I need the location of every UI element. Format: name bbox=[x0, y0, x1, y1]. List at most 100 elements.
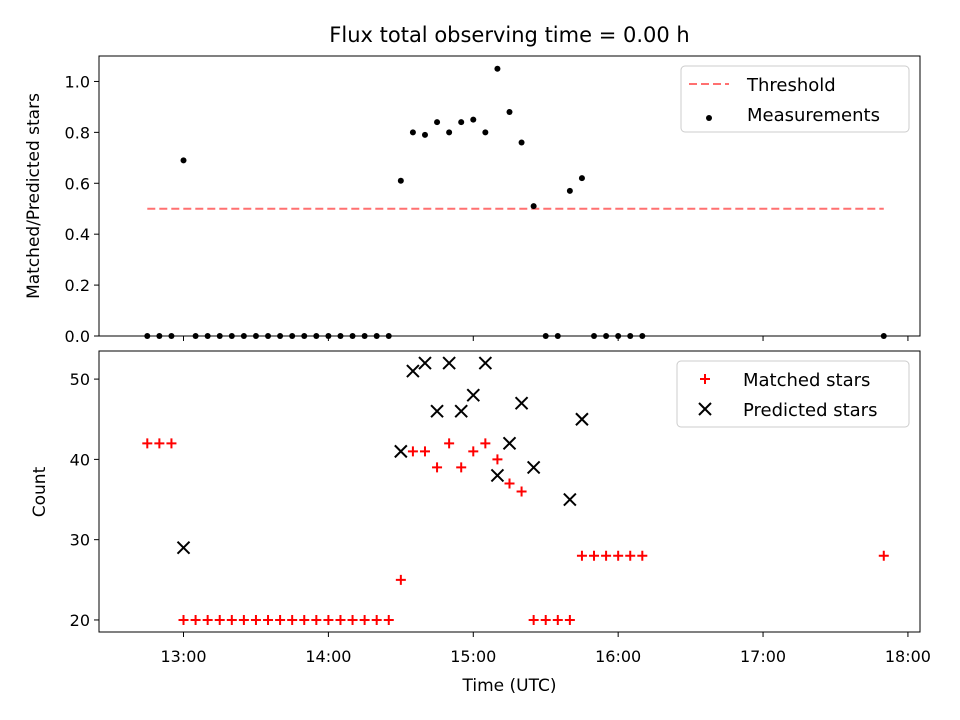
measurement-point bbox=[482, 129, 489, 136]
legend-matched-swatch bbox=[700, 374, 710, 384]
matched-stars-point bbox=[299, 614, 310, 625]
matched-stars-point bbox=[214, 614, 225, 625]
matched-stars-point bbox=[625, 550, 636, 561]
top-legend: Threshold Measurements bbox=[680, 65, 910, 133]
predicted-stars-point bbox=[176, 540, 191, 555]
matched-stars-point bbox=[589, 550, 600, 561]
predicted-stars-point bbox=[502, 436, 517, 451]
bottom-panel: 20 30 40 50 13:00 14:00 15:00 16:00 17:00 18:00 Ma… bbox=[70, 350, 931, 666]
matched-stars-point bbox=[601, 550, 612, 561]
matched-stars-point bbox=[564, 614, 575, 625]
measurement-point bbox=[494, 65, 501, 72]
predicted-stars-point bbox=[514, 396, 529, 410]
matched-stars-point bbox=[178, 614, 189, 625]
legend-entry-label: Predicted stars bbox=[743, 400, 877, 421]
matched-stars-point bbox=[878, 550, 889, 561]
bottom-y-tick-label: 30 bbox=[70, 531, 90, 550]
matched-stars-point bbox=[516, 486, 527, 497]
top-legend-box bbox=[680, 65, 910, 133]
matched-stars-point bbox=[335, 614, 346, 625]
x-tick-label: 17:00 bbox=[740, 647, 786, 666]
matched-stars-point bbox=[238, 614, 249, 625]
matched-stars-point bbox=[613, 550, 624, 561]
legend-predicted-swatch bbox=[698, 402, 712, 416]
top-y-tick-label: 0.8 bbox=[65, 123, 90, 142]
measurement-point bbox=[421, 131, 428, 138]
bottom-legend: Matched stars Predicted stars bbox=[676, 360, 910, 428]
bottom-y-tick-label: 50 bbox=[70, 370, 90, 389]
measurement-point bbox=[180, 157, 187, 164]
measurement-point bbox=[518, 139, 525, 146]
matched-stars-point bbox=[504, 478, 515, 489]
legend-entry-label: Matched stars bbox=[743, 370, 870, 391]
chart-title: Flux total observing time = 0.00 h bbox=[329, 23, 689, 47]
matched-stars-point bbox=[540, 614, 551, 625]
top-panel: 0.0 0.2 0.4 0.6 0.8 1.0 Threshold Measurements bbox=[65, 55, 921, 346]
legend-entry-label: Threshold bbox=[746, 75, 836, 96]
predicted-stars-point bbox=[430, 404, 444, 418]
legend-measurements-swatch bbox=[706, 115, 712, 121]
predicted-stars-point bbox=[478, 356, 493, 370]
matched-stars-point bbox=[444, 438, 455, 449]
matched-stars-point bbox=[311, 614, 322, 625]
top-plot-frame bbox=[98, 55, 921, 337]
matched-stars-point bbox=[202, 614, 213, 625]
matched-stars-point bbox=[528, 614, 539, 625]
matched-stars-point bbox=[263, 614, 274, 625]
predicted-stars-point bbox=[442, 356, 456, 370]
matched-stars-point bbox=[287, 614, 298, 625]
matched-stars-point bbox=[142, 438, 153, 449]
measurement-point bbox=[397, 177, 404, 184]
measurement-point bbox=[578, 175, 585, 182]
matched-stars-point bbox=[395, 574, 406, 585]
predicted-stars-point bbox=[418, 356, 432, 370]
x-tick-label: 13:00 bbox=[160, 647, 206, 666]
top-y-tick-label: 1.0 bbox=[65, 72, 90, 91]
top-y-axis-label: Matched/Predicted stars bbox=[24, 93, 44, 299]
bottom-y-tick-label: 40 bbox=[70, 450, 90, 469]
predicted-stars-point bbox=[406, 364, 420, 378]
measurement-point bbox=[530, 203, 537, 210]
matched-stars-point bbox=[432, 462, 443, 473]
top-y-tick-label: 0.0 bbox=[65, 327, 90, 346]
matched-stars-point bbox=[456, 462, 467, 473]
bottom-legend-box bbox=[676, 360, 910, 428]
matched-stars-point bbox=[552, 614, 563, 625]
predicted-stars-point bbox=[563, 492, 577, 507]
bottom-y-axis-label: Count bbox=[30, 466, 50, 517]
matched-stars-point bbox=[226, 614, 237, 625]
x-tick-label: 16:00 bbox=[595, 647, 641, 666]
predicted-stars-point bbox=[466, 388, 480, 402]
measurement-point bbox=[470, 116, 477, 123]
bottom-plot-frame bbox=[98, 350, 921, 633]
matched-stars-point bbox=[480, 438, 491, 449]
measurement-point bbox=[506, 109, 513, 115]
top-y-tick-label: 0.4 bbox=[65, 225, 90, 244]
matched-stars-point bbox=[468, 446, 479, 457]
measurement-point bbox=[446, 129, 453, 136]
matched-stars-point bbox=[419, 446, 430, 457]
matched-stars-point bbox=[371, 614, 382, 625]
predicted-stars-point bbox=[490, 468, 505, 483]
measurement-point bbox=[434, 119, 441, 126]
matched-stars-point bbox=[154, 438, 165, 449]
matched-stars-point bbox=[637, 550, 648, 561]
predicted-stars-point bbox=[575, 412, 589, 426]
matched-stars-point bbox=[492, 454, 503, 465]
measurement-point bbox=[458, 119, 465, 126]
matched-stars-point bbox=[250, 614, 261, 625]
x-axis-label: Time (UTC) bbox=[462, 676, 557, 696]
predicted-stars-point bbox=[526, 460, 541, 475]
legend-entry-label: Measurements bbox=[747, 105, 880, 126]
matched-stars-point bbox=[407, 446, 418, 457]
matched-stars-point bbox=[323, 614, 334, 625]
matched-stars-point bbox=[383, 614, 394, 625]
top-y-tick-label: 0.6 bbox=[65, 174, 90, 193]
measurement-point bbox=[409, 129, 416, 136]
matched-stars-point bbox=[275, 614, 286, 625]
x-tick-label: 18:00 bbox=[885, 647, 931, 666]
measurement-point bbox=[566, 187, 573, 194]
x-tick-label: 14:00 bbox=[305, 647, 351, 666]
matched-stars-point bbox=[359, 614, 370, 625]
